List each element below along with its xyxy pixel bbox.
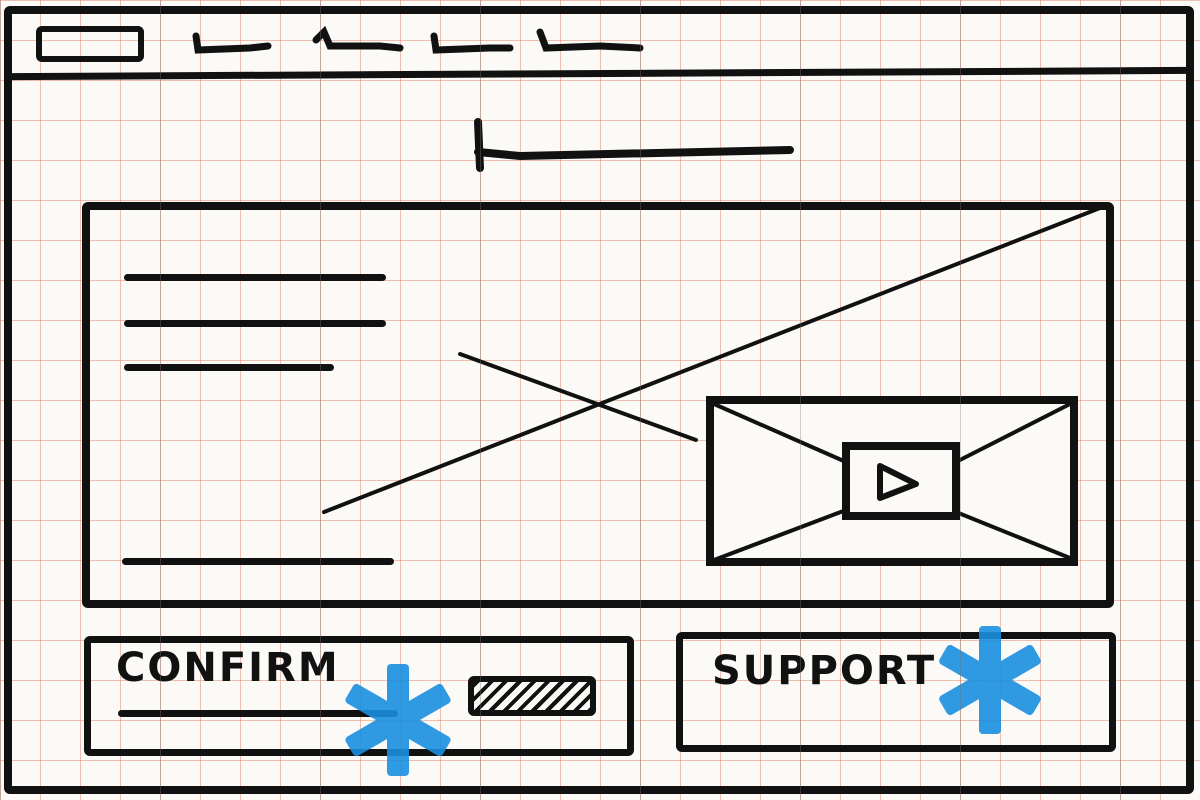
confirm-text-line (118, 710, 398, 717)
hero-section (82, 202, 1114, 608)
video-player[interactable] (706, 396, 1078, 566)
asterisk-icon (345, 664, 451, 776)
asterisk-icon (939, 626, 1041, 734)
support-card (676, 632, 1116, 752)
hero-text-line-1 (124, 274, 386, 281)
nav-item-2[interactable] (312, 25, 404, 52)
nav-item-3[interactable] (430, 32, 514, 54)
confirm-button[interactable] (468, 676, 596, 716)
hero-text-line-footer (122, 558, 394, 565)
hero-text-line-3 (124, 364, 334, 371)
support-card-title: SUPPORT (712, 648, 937, 694)
nav-item-1[interactable] (192, 32, 272, 54)
nav-item-4[interactable] (536, 28, 644, 52)
play-icon[interactable] (877, 463, 919, 501)
logo-placeholder[interactable] (36, 26, 144, 62)
confirm-card-title: CONFIRM (116, 645, 340, 691)
browser-window (4, 6, 1194, 794)
hero-text-line-2 (124, 320, 386, 327)
image-placeholder-icon (322, 206, 1102, 514)
